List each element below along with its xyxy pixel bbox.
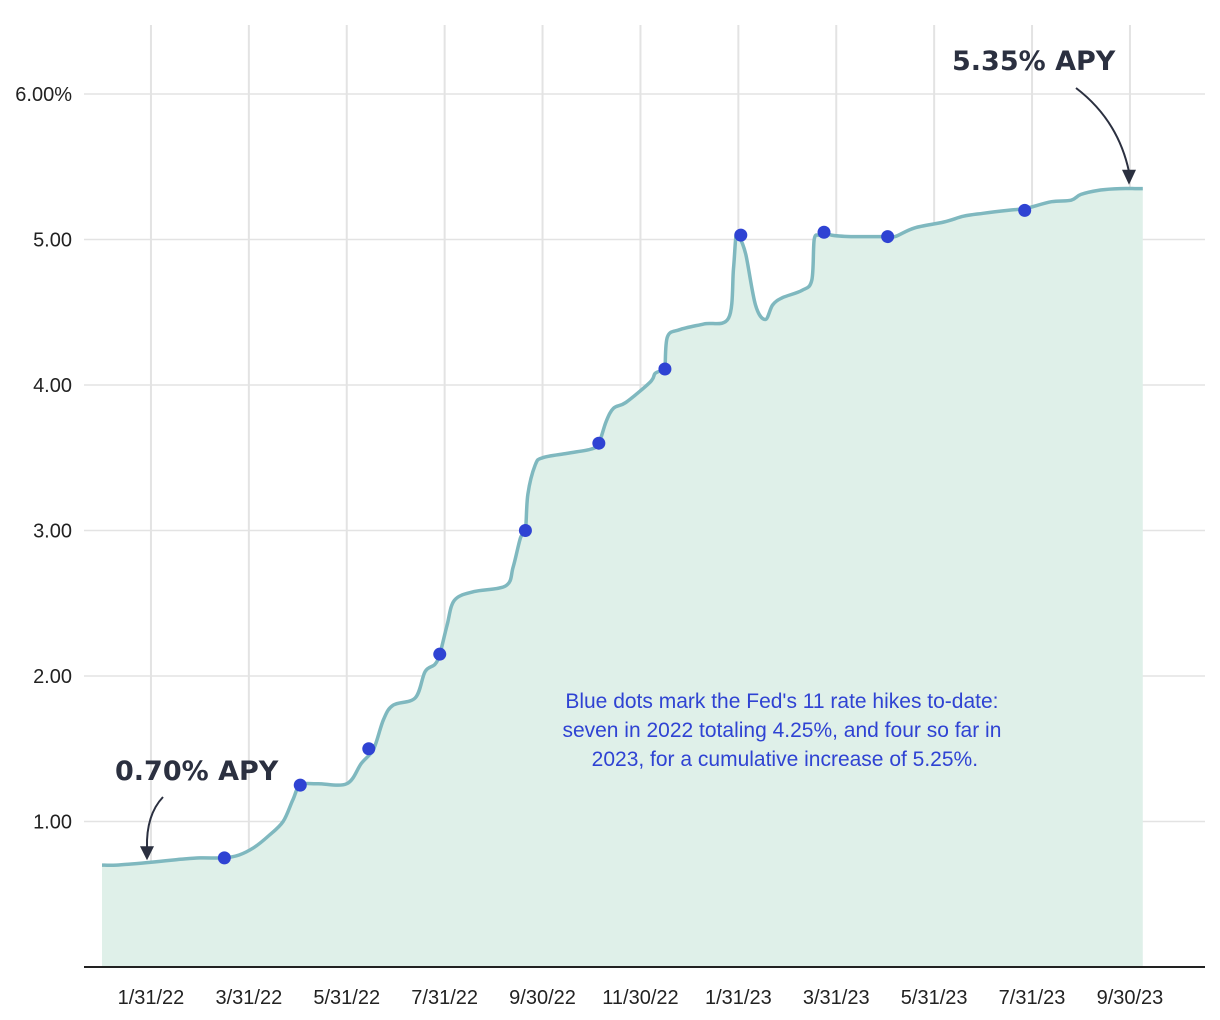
x-tick-label: 5/31/23: [901, 987, 968, 1009]
y-tick-label: 5.00: [33, 230, 72, 252]
apy-line: [101, 186, 1143, 868]
rate-hike-dot-2: [293, 778, 307, 792]
note-line-3: 2023, for a cumulative increase of 5.25%…: [592, 748, 978, 771]
y-tick-label: 1.00: [33, 812, 72, 834]
x-tick-label: 9/30/23: [1097, 987, 1164, 1009]
end-apy-callout: 5.35% APY: [952, 46, 1116, 77]
apy-area-fill: [102, 188, 1143, 967]
start-arrowhead: [140, 846, 154, 861]
rate-hike-dot-11: [1018, 203, 1032, 217]
y-tick-label: 4.00: [33, 375, 72, 397]
rate-hike-dot-6: [592, 436, 606, 450]
x-tick-label: 3/31/22: [215, 987, 282, 1009]
rate-hike-dot-7: [658, 362, 672, 376]
x-tick-label: 7/31/22: [411, 987, 478, 1009]
note-line-2: seven in 2022 totaling 4.25%, and four s…: [562, 719, 1001, 742]
rate-hike-note: Blue dots mark the Fed's 11 rate hikes t…: [562, 690, 1007, 771]
rate-hike-dot-10: [881, 230, 895, 244]
y-tick-label: 3.00: [33, 521, 72, 543]
y-tick-label: 6.00%: [15, 84, 72, 106]
x-tick-label: 9/30/22: [509, 987, 576, 1009]
start-apy-callout: 0.70% APY: [115, 756, 279, 787]
x-tick-label: 11/30/22: [602, 987, 678, 1009]
callout-arrows: [140, 87, 1136, 861]
rate-hike-dots: [217, 203, 1032, 865]
rate-hike-dot-4: [433, 647, 447, 661]
rate-hike-dot-9: [817, 225, 831, 239]
rate-hike-dot-3: [362, 742, 376, 756]
end-arrow-line: [1075, 87, 1130, 172]
x-axis-tick-labels: 1/31/22 3/31/22 5/31/22 7/31/22 9/30/22 11/30…: [118, 987, 1164, 1009]
y-tick-label: 2.00: [33, 666, 72, 688]
x-tick-label: 5/31/22: [313, 987, 380, 1009]
rate-hike-dot-5: [518, 524, 532, 537]
x-tick-label: 1/31/22: [118, 987, 185, 1009]
note-line-1: Blue dots mark the Fed's 11 rate hikes t…: [565, 690, 998, 713]
x-tick-label: 1/31/23: [705, 987, 772, 1009]
x-tick-label: 3/31/23: [803, 987, 870, 1009]
x-tick-label: 7/31/23: [999, 987, 1066, 1009]
start-arrow-line: [145, 796, 164, 849]
y-axis-tick-labels: 1.00 2.00 3.00 4.00 5.00 6.00%: [15, 84, 72, 834]
rate-hike-dot-1: [217, 851, 231, 865]
rate-hike-dot-8: [734, 228, 748, 242]
end-arrowhead: [1122, 169, 1136, 185]
